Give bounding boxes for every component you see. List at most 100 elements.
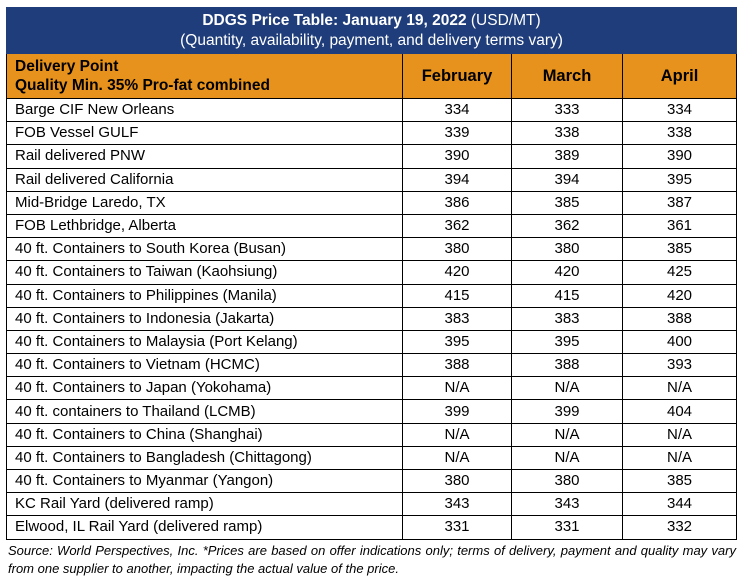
march-price-cell: 415	[511, 283, 623, 308]
location-cell: Mid-Bridge Laredo, TX	[6, 190, 403, 215]
march-price-cell: 388	[511, 353, 623, 378]
february-price-cell: 399	[402, 399, 512, 424]
location-cell: FOB Vessel GULF	[6, 121, 403, 146]
table-row: KC Rail Yard (delivered ramp) 343 343 344	[6, 492, 738, 517]
table-row: Mid-Bridge Laredo, TX 386 385 387	[6, 190, 738, 215]
location-cell: 40 ft. Containers to China (Shanghai)	[6, 422, 403, 447]
location-cell: Rail delivered California	[6, 167, 403, 192]
february-price-cell: 420	[402, 260, 512, 285]
march-price-cell: N/A	[511, 445, 623, 471]
header-month-february: February	[402, 53, 512, 99]
february-price-cell: 386	[402, 190, 512, 215]
march-price-cell: 394	[511, 167, 623, 192]
february-price-cell: 395	[402, 329, 512, 355]
ddgs-price-table: DDGS Price Table: January 19, 2022 (USD/…	[5, 7, 738, 540]
march-price-cell: 399	[511, 399, 623, 424]
header-delivery-point-line2: Quality Min. 35% Pro-fat combined	[15, 77, 270, 94]
march-price-cell: 420	[511, 260, 623, 285]
location-cell: 40 ft. Containers to Taiwan (Kaohsiung)	[6, 260, 403, 285]
price-table-container: DDGS Price Table: January 19, 2022 (USD/…	[5, 7, 738, 578]
table-row: 40 ft. containers to Thailand (LCMB) 399 3…	[6, 399, 738, 424]
source-note: Source: World Perspectives, Inc. *Prices…	[8, 542, 736, 576]
location-cell: KC Rail Yard (delivered ramp)	[6, 492, 403, 517]
february-price-cell: 415	[402, 283, 512, 308]
table-row: 40 ft. Containers to China (Shanghai) N/A…	[6, 422, 738, 447]
april-price-cell: 385	[621, 237, 738, 262]
february-price-cell: N/A	[402, 422, 512, 447]
location-cell: 40 ft. Containers to Malaysia (Port Kela…	[6, 329, 403, 355]
header-month-april: April	[621, 53, 738, 99]
location-cell: FOB Lethbridge, Alberta	[6, 213, 403, 239]
table-row: 40 ft. Containers to Bangladesh (Chittag…	[6, 445, 738, 471]
march-price-cell: 333	[511, 97, 623, 123]
february-price-cell: 394	[402, 167, 512, 192]
header-delivery-point: Delivery Point Quality Min. 35% Pro-fat …	[6, 53, 403, 99]
location-cell: 40 ft. Containers to Vietnam (HCMC)	[6, 353, 403, 378]
april-price-cell: 332	[621, 515, 738, 540]
february-price-cell: 383	[402, 306, 512, 331]
table-row: Rail delivered California 394 394 395	[6, 167, 738, 192]
february-price-cell: 390	[402, 144, 512, 169]
column-header-row: Delivery Point Quality Min. 35% Pro-fat …	[6, 53, 738, 99]
table-title: DDGS Price Table: January 19, 2022 (USD/…	[7, 11, 736, 31]
february-price-cell: 334	[402, 97, 512, 123]
march-price-cell: 395	[511, 329, 623, 355]
table-row: 40 ft. Containers to Myanmar (Yangon) 380…	[6, 468, 738, 494]
header-delivery-point-line1: Delivery Point	[15, 58, 119, 75]
march-price-cell: N/A	[511, 376, 623, 401]
march-price-cell: 380	[511, 237, 623, 262]
march-price-cell: 380	[511, 468, 623, 494]
april-price-cell: 404	[621, 399, 738, 424]
april-price-cell: 388	[621, 306, 738, 331]
table-row: 40 ft. Containers to Philippines (Manila…	[6, 283, 738, 308]
march-price-cell: N/A	[511, 422, 623, 447]
february-price-cell: 380	[402, 237, 512, 262]
february-price-cell: N/A	[402, 376, 512, 401]
title-main-text: DDGS Price Table: January 19, 2022	[202, 11, 467, 29]
april-price-cell: 334	[621, 97, 738, 123]
location-cell: Rail delivered PNW	[6, 144, 403, 169]
april-price-cell: 400	[621, 329, 738, 355]
location-cell: 40 ft. Containers to Philippines (Manila…	[6, 283, 403, 308]
table-row: Elwood, IL Rail Yard (delivered ramp) 331…	[6, 515, 738, 540]
location-cell: Barge CIF New Orleans	[6, 97, 403, 123]
april-price-cell: 420	[621, 283, 738, 308]
table-body: Barge CIF New Orleans 334 333 334 FOB Vessel…	[6, 97, 738, 540]
april-price-cell: 390	[621, 144, 738, 169]
march-price-cell: 338	[511, 121, 623, 146]
april-price-cell: 393	[621, 353, 738, 378]
april-price-cell: 385	[621, 468, 738, 494]
february-price-cell: 343	[402, 492, 512, 517]
table-row: 40 ft. Containers to South Korea (Busan)…	[6, 237, 738, 262]
location-cell: 40 ft. Containers to Bangladesh (Chittag…	[6, 445, 403, 471]
table-row: 40 ft. Containers to Indonesia (Jakarta)…	[6, 306, 738, 331]
location-cell: 40 ft. Containers to Japan (Yokohama)	[6, 376, 403, 401]
april-price-cell: 387	[621, 190, 738, 215]
title-row: DDGS Price Table: January 19, 2022 (USD/…	[5, 7, 738, 54]
table-row: 40 ft. Containers to Vietnam (HCMC) 388 38…	[6, 353, 738, 378]
table-row: Rail delivered PNW 390 389 390	[6, 144, 738, 169]
february-price-cell: 362	[402, 213, 512, 239]
table-row: 40 ft. Containers to Japan (Yokohama) N/A…	[6, 376, 738, 401]
table-title-cell: DDGS Price Table: January 19, 2022 (USD/…	[5, 7, 738, 54]
april-price-cell: 344	[621, 492, 738, 517]
location-cell: 40 ft. Containers to Myanmar (Yangon)	[6, 468, 403, 494]
march-price-cell: 331	[511, 515, 623, 540]
location-cell: Elwood, IL Rail Yard (delivered ramp)	[6, 515, 403, 540]
location-cell: 40 ft. Containers to Indonesia (Jakarta)	[6, 306, 403, 331]
march-price-cell: 362	[511, 213, 623, 239]
april-price-cell: N/A	[621, 376, 738, 401]
march-price-cell: 383	[511, 306, 623, 331]
february-price-cell: 331	[402, 515, 512, 540]
april-price-cell: 425	[621, 260, 738, 285]
april-price-cell: N/A	[621, 445, 738, 471]
february-price-cell: 380	[402, 468, 512, 494]
march-price-cell: 343	[511, 492, 623, 517]
location-cell: 40 ft. Containers to South Korea (Busan)	[6, 237, 403, 262]
february-price-cell: 339	[402, 121, 512, 146]
table-subtitle: (Quantity, availability, payment, and de…	[180, 31, 563, 49]
title-unit: (USD/MT)	[470, 11, 541, 29]
location-cell: 40 ft. containers to Thailand (LCMB)	[6, 399, 403, 424]
february-price-cell: N/A	[402, 445, 512, 471]
table-row: Barge CIF New Orleans 334 333 334	[6, 97, 738, 123]
